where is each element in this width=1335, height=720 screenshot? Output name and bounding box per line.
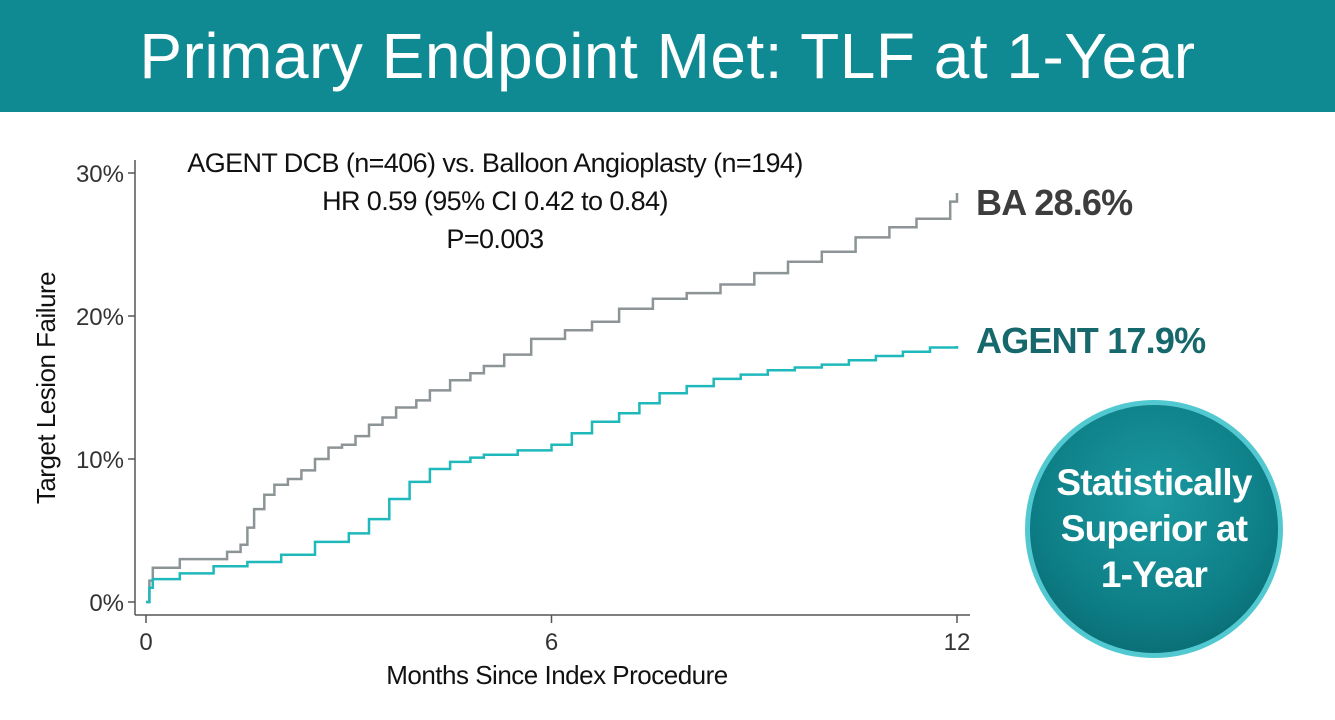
page-title: Primary Endpoint Met: TLF at 1-Year — [139, 20, 1196, 92]
y-axis-title: Target Lesion Failure — [31, 272, 61, 504]
hazard-ratio-text: HR 0.59 (95% CI 0.42 to 0.84) — [322, 186, 668, 216]
y-tick-label: 30% — [76, 161, 124, 188]
agent-end-label: AGENT 17.9% — [976, 320, 1206, 361]
x-tick-label: 6 — [545, 629, 558, 656]
stats-annotation: AGENT DCB (n=406) vs. Balloon Angioplast… — [100, 144, 890, 258]
badge-line-3: 1-Year — [1100, 554, 1208, 595]
x-tick-label: 12 — [944, 629, 971, 656]
km-chart: 0% 10% 20% 30% 0 6 12 Months Since Index Proced… — [31, 160, 971, 690]
y-tick-label: 0% — [89, 590, 124, 617]
y-tick-label: 10% — [76, 447, 124, 474]
comparison-text: AGENT DCB (n=406) vs. Balloon Angioplast… — [187, 148, 803, 178]
badge-line-2: Superior at — [1060, 508, 1248, 549]
series-line-ba — [146, 193, 959, 604]
badge-line-1: Statistically — [1056, 462, 1252, 503]
series-line-agent — [146, 346, 959, 604]
superiority-badge: Statistically Superior at 1-Year — [1025, 400, 1283, 658]
y-tick-label: 20% — [76, 304, 124, 331]
x-axis-title: Months Since Index Procedure — [386, 660, 728, 690]
x-tick-label: 0 — [139, 629, 152, 656]
title-banner: Primary Endpoint Met: TLF at 1-Year — [0, 0, 1335, 112]
ba-end-label: BA 28.6% — [976, 182, 1133, 223]
p-value-text: P=0.003 — [446, 224, 544, 254]
